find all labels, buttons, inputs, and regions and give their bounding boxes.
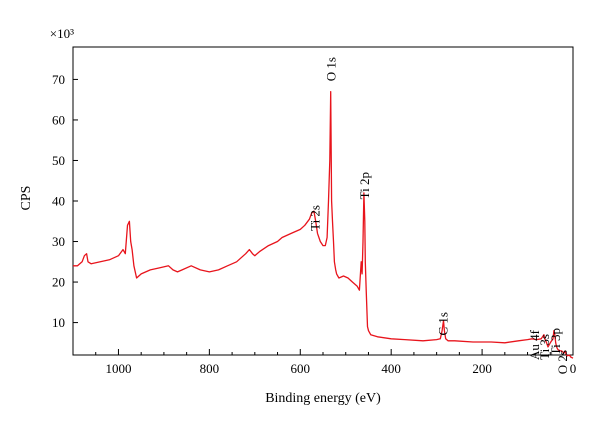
x-tick-label: 200 xyxy=(472,361,492,376)
x-tick-label: 1000 xyxy=(105,361,131,376)
y-axis-ticks: 10 20 30 40 50 60 70 xyxy=(52,72,78,330)
y-tick-label: 70 xyxy=(52,72,65,87)
x-tick-label: 0 xyxy=(570,361,577,376)
y-axis-title: CPS xyxy=(19,186,34,211)
y-tick-label: 40 xyxy=(52,194,65,209)
y-tick-label: 60 xyxy=(52,112,65,127)
x-axis-title: Binding energy (eV) xyxy=(265,391,381,406)
peak-label: O 2s xyxy=(555,350,570,374)
x-axis-ticks: 1000 800 600 400 200 0 xyxy=(72,349,577,376)
x-tick-label: 400 xyxy=(381,361,401,376)
y-tick-label: 10 xyxy=(52,315,65,330)
y-multiplier-label: ×10³ xyxy=(50,26,74,41)
peak-label: Ti 3p xyxy=(548,328,563,355)
plot-frame xyxy=(72,46,574,356)
peak-label: Ti 2p xyxy=(357,172,372,199)
xps-spectrum-line xyxy=(73,90,574,359)
x-tick-label: 800 xyxy=(200,361,220,376)
peak-label: O 1s xyxy=(324,57,339,81)
y-tick-label: 50 xyxy=(52,153,65,168)
y-tick-label: 20 xyxy=(52,275,65,290)
peak-label: Ti 3s xyxy=(537,334,552,360)
peak-label: Au 4f xyxy=(527,329,542,360)
x-tick-label: 600 xyxy=(291,361,311,376)
peak-label: Ti 2s xyxy=(308,205,323,231)
y-tick-label: 30 xyxy=(52,234,65,249)
peak-label: C 1s xyxy=(435,312,450,335)
